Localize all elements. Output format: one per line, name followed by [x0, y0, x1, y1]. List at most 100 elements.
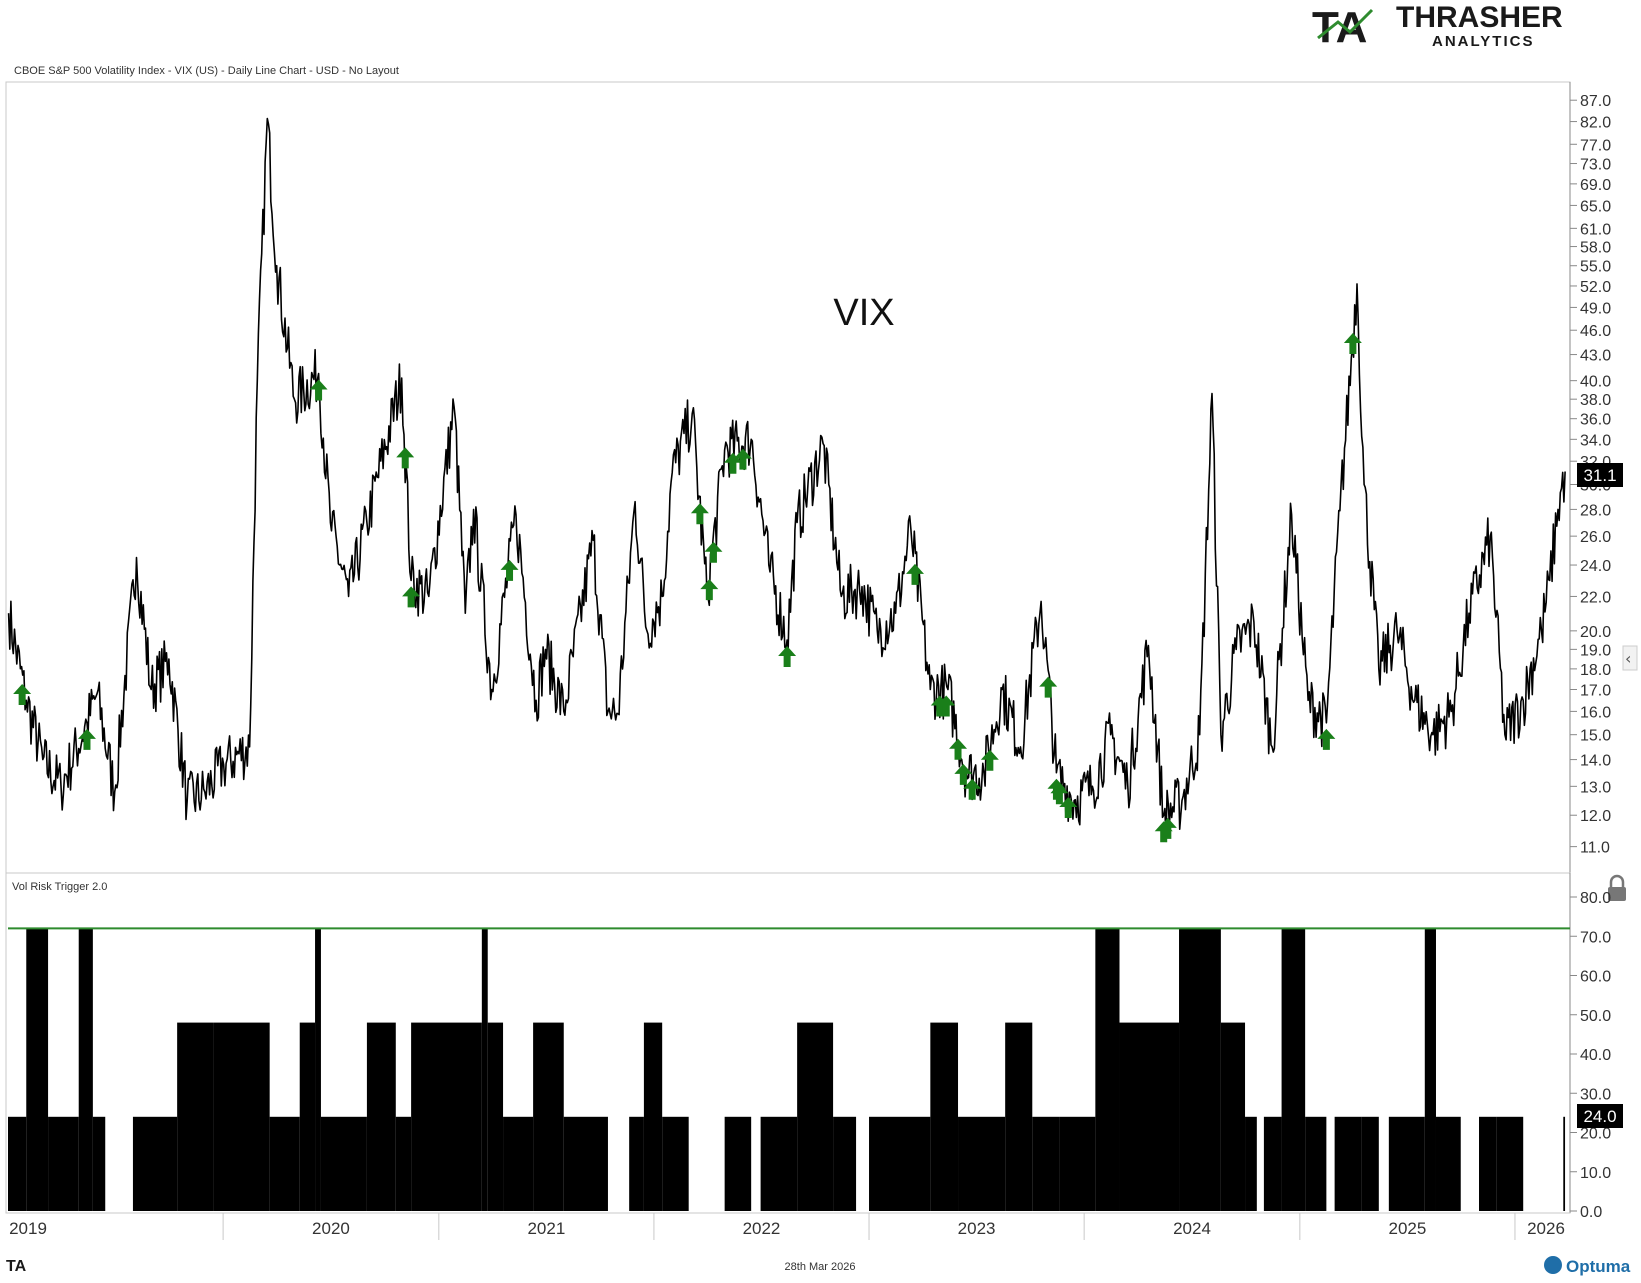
indicator-tick-label: 40.0 [1580, 1047, 1611, 1064]
x-axis: 2019 2020 2021 2022 2023 2024 2025 2026 [6, 1212, 1570, 1240]
indicator-bar [1220, 1022, 1246, 1211]
chart-header-title: CBOE S&P 500 Volatility Index - VIX (US)… [14, 65, 399, 77]
price-tick-label: 19.0 [1580, 642, 1611, 659]
lock-icon[interactable] [1608, 874, 1626, 901]
indicator-bar [1281, 928, 1306, 1211]
indicator-bar [833, 1116, 857, 1211]
indicator-bar [1245, 1116, 1257, 1211]
x-tick-label: 2019 [9, 1219, 47, 1238]
x-tick-label: 2025 [1388, 1219, 1426, 1238]
indicator-tick-label: 80.0 [1580, 890, 1611, 907]
scroll-handle[interactable] [1622, 645, 1638, 671]
vix-line [7, 117, 1566, 843]
indicator-bar [1119, 1022, 1180, 1211]
indicator-bar [797, 1022, 834, 1211]
signal-up-arrow-icon [963, 778, 982, 800]
x-tick-label: 2021 [527, 1219, 565, 1238]
indicator-tick-label: 10.0 [1580, 1165, 1611, 1182]
price-tick-label: 73.0 [1580, 157, 1611, 174]
indicator-bar [724, 1116, 752, 1211]
signal-up-arrow-icon [906, 563, 925, 585]
signal-up-arrow-icon [700, 579, 719, 601]
indicator-tick-label: 20.0 [1580, 1126, 1611, 1143]
price-tick-label: 52.0 [1580, 279, 1611, 296]
indicator-bar [1435, 1116, 1461, 1211]
price-tick-label: 38.0 [1580, 392, 1611, 409]
price-tick-label: 22.0 [1580, 589, 1611, 606]
price-last-value: 31.1 [1583, 466, 1616, 485]
x-tick-label: 2024 [1173, 1219, 1211, 1238]
indicator-bar [677, 1116, 689, 1211]
indicator-title: Vol Risk Trigger 2.0 [12, 881, 107, 893]
signal-up-arrow-icon [396, 447, 415, 469]
price-tick-label: 36.0 [1580, 412, 1611, 429]
indicator-bar [8, 1116, 27, 1211]
price-tick-label: 55.0 [1580, 259, 1611, 276]
indicator-bar [533, 1022, 564, 1211]
signal-up-arrow-icon [778, 645, 797, 667]
indicator-bar [1424, 928, 1436, 1211]
signal-up-arrow-icon [733, 448, 752, 470]
indicator-last-value-badge: 24.0 [1577, 1104, 1623, 1128]
price-tick-label: 69.0 [1580, 177, 1611, 194]
logo-initials: TA [1312, 3, 1367, 52]
optuma-brand-name: Optuma [1566, 1257, 1631, 1276]
indicator-bar [48, 1116, 79, 1211]
indicator-bar [958, 1116, 1006, 1211]
price-tick-label: 20.0 [1580, 624, 1611, 641]
optuma-logo-icon [1544, 1256, 1562, 1274]
price-tick-label: 28.0 [1580, 502, 1611, 519]
price-tick-label: 65.0 [1580, 198, 1611, 215]
indicator-bar [1479, 1116, 1497, 1211]
indicator-tick-label: 30.0 [1580, 1086, 1611, 1103]
indicator-last-value: 24.0 [1583, 1107, 1616, 1126]
indicator-bar [563, 1116, 608, 1211]
price-tick-label: 26.0 [1580, 529, 1611, 546]
signal-up-arrow-icon [1317, 728, 1336, 750]
indicator-bar [92, 1116, 106, 1211]
x-tick-label: 2023 [958, 1219, 996, 1238]
vix-line-series [7, 117, 1566, 843]
logo-name: THRASHER [1396, 1, 1563, 34]
indicator-series [8, 928, 1566, 1211]
price-tick-label: 11.0 [1580, 840, 1610, 857]
indicator-bar [320, 1116, 367, 1211]
logo: TA THRASHER ANALYTICS [1312, 1, 1563, 52]
price-tick-label: 15.0 [1580, 728, 1611, 745]
indicator-bar [487, 1022, 504, 1211]
signal-up-arrow-icon [1158, 817, 1177, 839]
indicator-bar [411, 1022, 482, 1211]
signal-up-arrow-icon [690, 503, 709, 525]
logo-sub: ANALYTICS [1432, 33, 1534, 50]
logo-trend-icon [1317, 8, 1374, 40]
price-tick-label: 87.0 [1580, 93, 1611, 110]
signal-up-arrow-icon [954, 763, 973, 785]
price-y-axis: 87.0 82.0 77.0 73.0 69.0 65.0 61.0 58.0 55.0 52.0… [1570, 93, 1611, 857]
price-last-value-badge: 31.1 [1577, 463, 1623, 487]
indicator-bar [132, 1116, 178, 1211]
price-tick-label: 49.0 [1580, 300, 1611, 317]
price-tick-label: 61.0 [1580, 221, 1611, 238]
price-tick-label: 24.0 [1580, 558, 1611, 575]
collapse-chevron-icon[interactable]: ‹ [1625, 649, 1631, 668]
signal-up-arrow-icon [13, 684, 32, 706]
price-tick-label: 17.0 [1580, 683, 1611, 700]
indicator-tick-label: 0.0 [1580, 1204, 1602, 1221]
price-tick-label: 46.0 [1580, 323, 1611, 340]
indicator-bar [1388, 1116, 1425, 1211]
price-tick-label: 13.0 [1580, 779, 1611, 796]
indicator-bar [1059, 1116, 1096, 1211]
signal-up-arrow-icon [980, 749, 999, 771]
indicator-bar [1496, 1116, 1524, 1211]
indicator-bar [395, 1116, 412, 1211]
signal-up-arrow-icon [309, 379, 328, 401]
indicator-bar [481, 928, 488, 1211]
price-tick-label: 16.0 [1580, 704, 1611, 721]
indicator-bar [760, 1116, 798, 1211]
indicator-bar [315, 928, 321, 1211]
price-tick-label: 58.0 [1580, 240, 1611, 257]
indicator-bar [1005, 1022, 1033, 1211]
indicator-bar [26, 928, 49, 1211]
signal-up-arrow-icon [1059, 796, 1078, 818]
